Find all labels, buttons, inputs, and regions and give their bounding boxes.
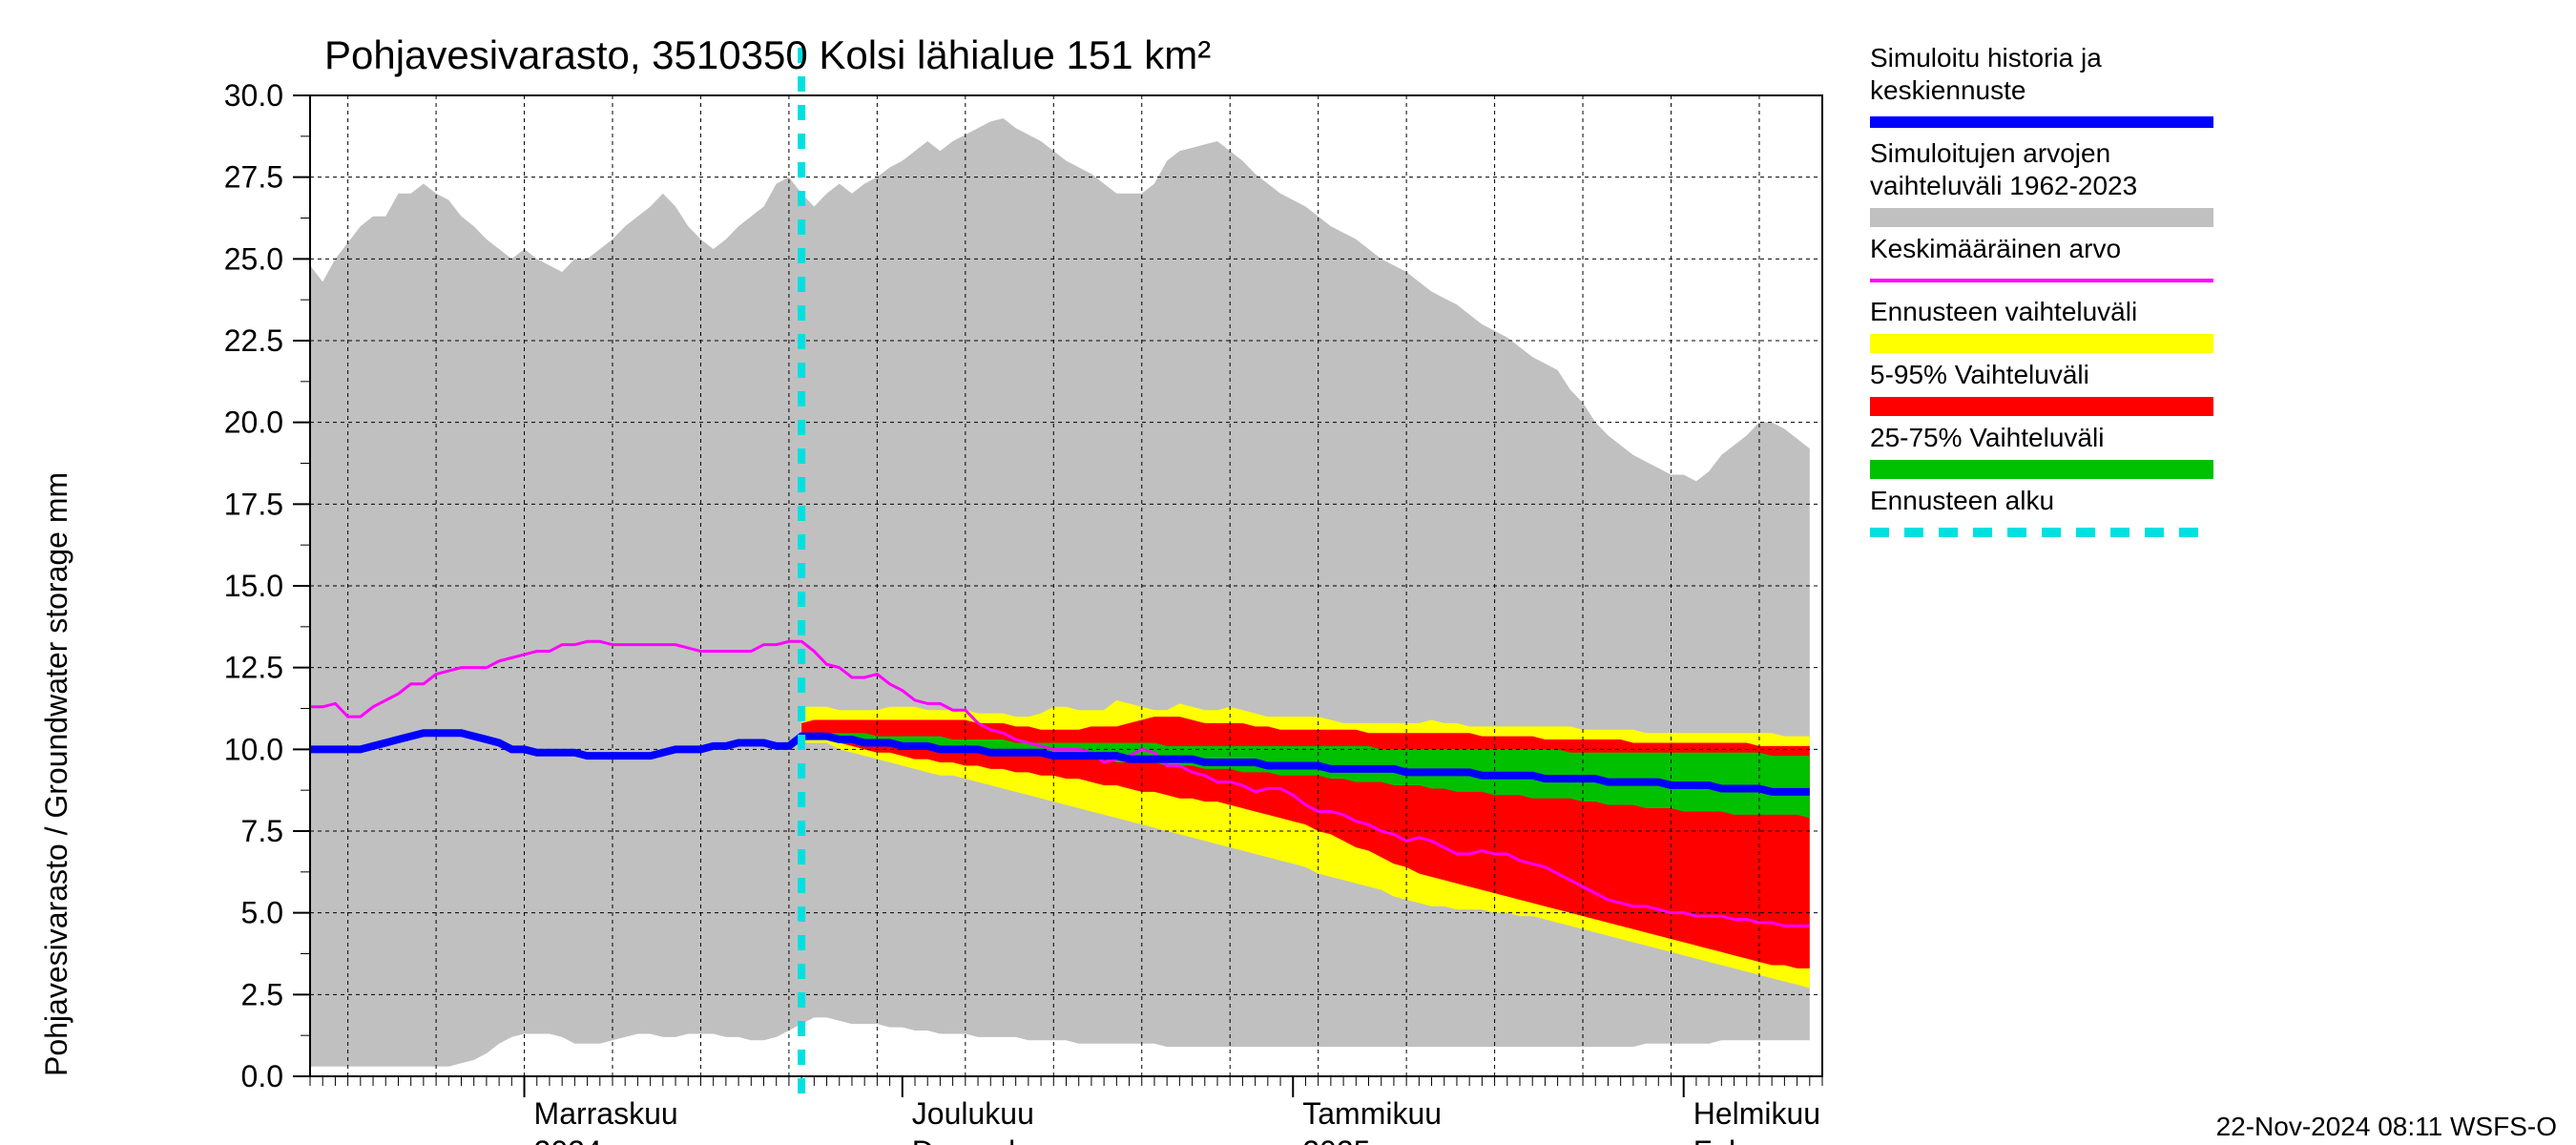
y-tick-label: 5.0 <box>241 896 283 930</box>
y-tick-label: 20.0 <box>224 406 283 440</box>
y-axis-title: Pohjavesivarasto / Groundwater storage m… <box>39 472 73 1076</box>
y-tick-label: 15.0 <box>224 569 283 603</box>
legend-swatch <box>1870 460 2213 479</box>
chart-container: 0.0 2.5 5.0 7.5 10.0 12.5 15.0 17.5 20.0 22.5 25.0… <box>0 0 2576 1145</box>
y-tick-label: 17.5 <box>224 487 283 521</box>
y-tick-label: 27.5 <box>224 160 283 195</box>
legend-label: Simuloitujen arvojen <box>1870 138 2110 168</box>
x-month-label-bottom: 2025 <box>1302 1135 1370 1145</box>
legend-label: Keskimääräinen arvo <box>1870 234 2121 263</box>
x-month-label-top: Helmikuu <box>1693 1096 1820 1131</box>
legend-swatch <box>1870 334 2213 353</box>
legend-label: keskiennuste <box>1870 75 2025 105</box>
y-tick-label: 10.0 <box>224 732 283 766</box>
x-month-label-bottom: December <box>912 1135 1053 1145</box>
chart-title: Pohjavesivarasto, 3510350 Kolsi lähialue… <box>324 32 1211 77</box>
x-month-label-bottom: 2024 <box>534 1135 602 1145</box>
legend-label: 5-95% Vaihteluväli <box>1870 360 2089 389</box>
legend-swatch <box>1870 116 2213 128</box>
legend-label: Ennusteen vaihteluväli <box>1870 297 2137 326</box>
legend-label: Ennusteen alku <box>1870 486 2054 515</box>
y-tick-label: 30.0 <box>224 78 283 113</box>
footer-timestamp: 22-Nov-2024 08:11 WSFS-O <box>2216 1112 2557 1141</box>
y-tick-label: 22.5 <box>224 323 283 358</box>
legend-label: 25-75% Vaihteluväli <box>1870 423 2104 452</box>
legend-label: vaihteluväli 1962-2023 <box>1870 171 2137 200</box>
legend-swatch <box>1870 397 2213 416</box>
y-tick-label: 12.5 <box>224 651 283 685</box>
legend-swatch <box>1870 208 2213 227</box>
x-month-label-top: Tammikuu <box>1302 1096 1442 1131</box>
legend-label: Simuloitu historia ja <box>1870 43 2102 73</box>
x-month-label-top: Marraskuu <box>534 1096 678 1131</box>
y-tick-label: 0.0 <box>241 1059 283 1093</box>
x-month-label-top: Joulukuu <box>912 1096 1034 1131</box>
y-tick-label: 2.5 <box>241 977 283 1011</box>
y-tick-label: 25.0 <box>224 241 283 276</box>
legend-swatch <box>1870 279 2213 282</box>
x-month-label-bottom: February <box>1693 1135 1816 1145</box>
chart-svg: 0.0 2.5 5.0 7.5 10.0 12.5 15.0 17.5 20.0 22.5 25.0… <box>0 0 2576 1145</box>
y-tick-label: 7.5 <box>241 814 283 848</box>
